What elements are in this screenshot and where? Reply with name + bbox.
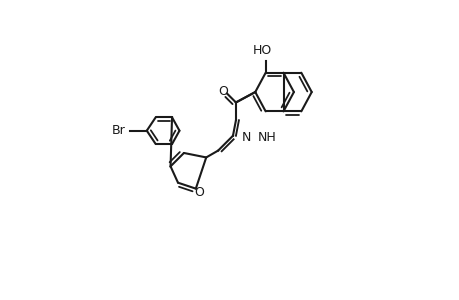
Text: O: O [218, 85, 228, 98]
Text: Br: Br [112, 124, 125, 137]
Text: NH: NH [257, 131, 276, 144]
Text: N: N [241, 131, 251, 144]
Text: O: O [193, 186, 203, 199]
Text: HO: HO [252, 44, 271, 57]
